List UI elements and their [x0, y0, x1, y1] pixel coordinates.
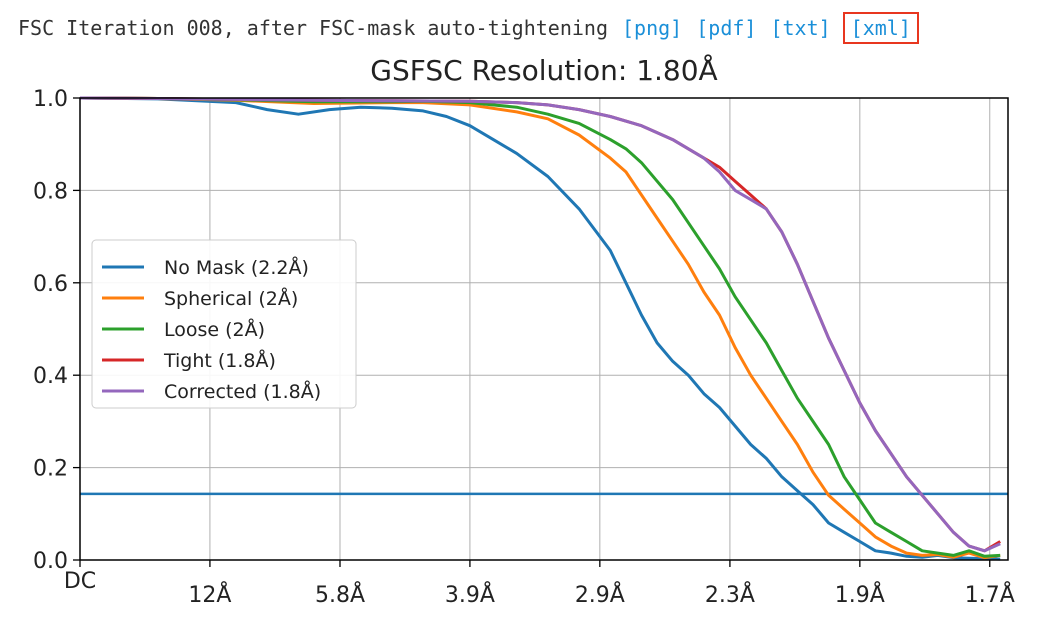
fsc-chart: GSFSC Resolution: 1.80Å 0.0 0.2 0.4 0.6 0.8 1… [33, 53, 1015, 608]
y-tick-label: 1.0 [33, 87, 68, 112]
chart-title: GSFSC Resolution: 1.80Å [370, 53, 717, 87]
y-tick-label: 0.4 [33, 364, 68, 389]
txt-link[interactable]: [txt] [770, 16, 831, 40]
png-link[interactable]: [png] [622, 16, 683, 40]
legend-box [91, 239, 357, 409]
series-line-4 [79, 96, 1001, 553]
legend-label: Tight (1.8Å) [163, 349, 276, 372]
y-tick-label: 0.8 [33, 179, 68, 204]
legend-label: Corrected (1.8Å) [164, 380, 321, 403]
x-tick-label: 2.3Å [705, 581, 755, 608]
series-line-1 [79, 96, 1001, 560]
legend-label: No Mask (2.2Å) [164, 256, 309, 279]
x-tick-label: 1.7Å [965, 581, 1015, 608]
legend-label: Spherical (2Å) [164, 287, 298, 310]
x-axis: DC 12Å 5.8Å 3.9Å 2.9Å 2.3Å 1.9Å 1.7Å [64, 560, 1015, 608]
x-tick-label: 1.9Å [835, 581, 885, 608]
figure-header: FSC Iteration 008, after FSC-mask auto-t… [18, 12, 919, 44]
legend-label: Loose (2Å) [164, 318, 265, 341]
series-lines [79, 96, 1001, 561]
plot-frame [79, 97, 1009, 561]
x-tick-label: DC [64, 569, 96, 594]
y-tick-label: 0.6 [33, 272, 68, 297]
y-axis: 0.0 0.2 0.4 0.6 0.8 1.0 [33, 87, 80, 574]
x-tick-label: 5.8Å [315, 581, 365, 608]
x-tick-label: 3.9Å [445, 581, 495, 608]
y-tick-label: 0.2 [33, 457, 68, 482]
x-tick-label: 2.9Å [575, 581, 625, 608]
figure-caption: FSC Iteration 008, after FSC-mask auto-t… [18, 16, 609, 40]
series-line-0 [79, 96, 1001, 561]
x-tick-label: 12Å [188, 581, 231, 608]
xml-link[interactable]: [xml] [842, 12, 919, 44]
y-tick-label: 0.0 [33, 549, 68, 574]
legend: No Mask (2.2Å) Spherical (2Å) Loose (2Å) Ti… [91, 239, 357, 409]
pdf-link[interactable]: [pdf] [696, 16, 757, 40]
